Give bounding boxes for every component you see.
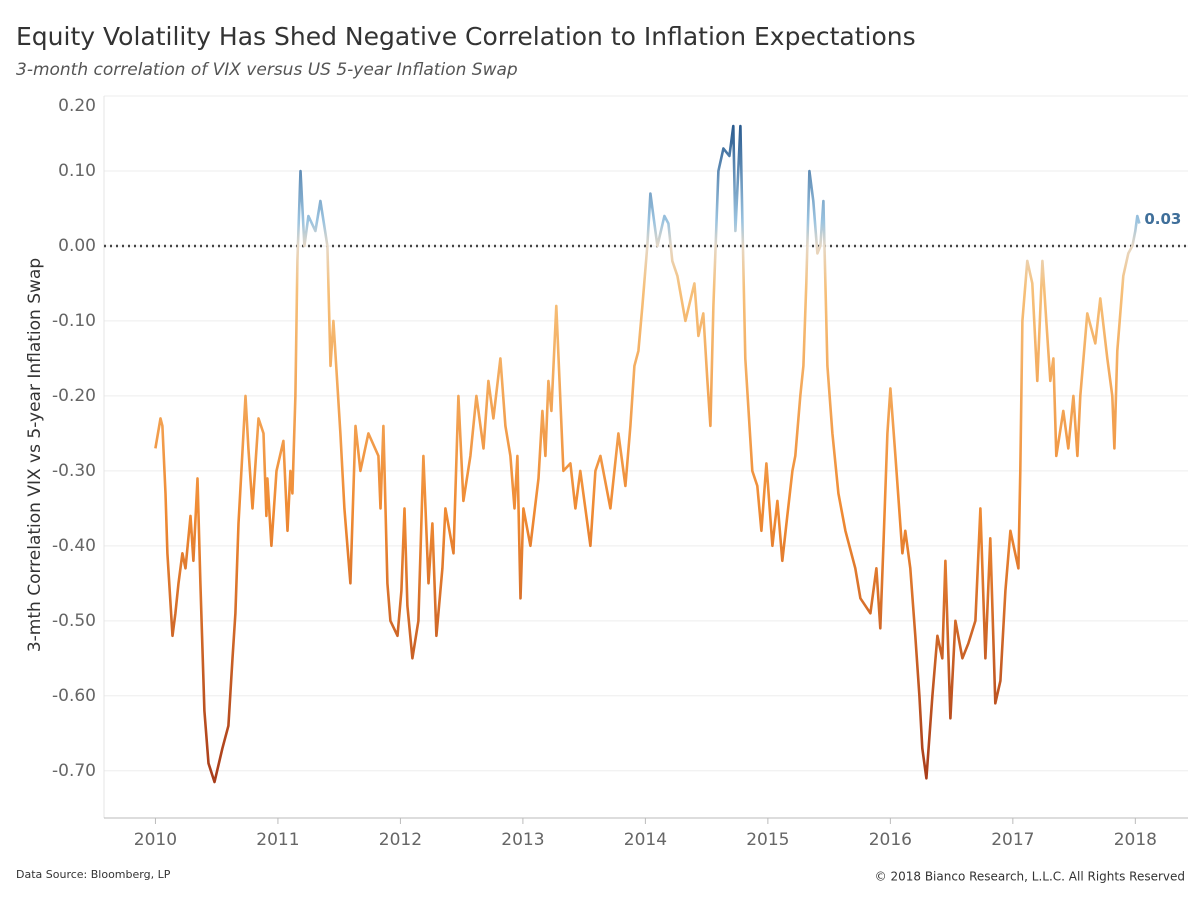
source: Data Source: Bloomberg, LP [16,868,171,881]
x-tick-label: 2010 [134,830,177,850]
x-tick-label: 2014 [624,830,667,850]
x-tick-label: 2015 [746,830,789,850]
chart-title: Equity Volatility Has Shed Negative Corr… [16,22,916,51]
y-axis-label: 3-mth Correlation VIX vs 5-year Inflatio… [25,258,45,652]
y-tick-label: 0.00 [58,236,96,256]
y-tick-label: -0.60 [52,686,96,706]
end-value-label: 0.03 [1144,210,1181,228]
y-tick-label: -0.30 [52,461,96,481]
y-tick-label: -0.10 [52,311,96,331]
x-tick-label: 2011 [256,830,299,850]
y-tick-label: 0.20 [58,96,96,116]
series-line [154,124,1141,784]
x-tick-label: 2013 [501,830,544,850]
y-tick-label: -0.70 [52,761,96,781]
y-tick-label: -0.40 [52,536,96,556]
x-tick-label: 2016 [869,830,912,850]
chart-subtitle: 3-month correlation of VIX versus US 5-y… [16,60,518,80]
copyright: © 2018 Bianco Research, L.L.C. All Right… [875,870,1185,884]
y-tick-label: -0.20 [52,386,96,406]
x-tick-label: 2012 [379,830,422,850]
x-tick-label: 2017 [991,830,1034,850]
y-tick-label: -0.50 [52,611,96,631]
x-tick-label: 2018 [1114,830,1157,850]
y-tick-label: 0.10 [58,161,96,181]
